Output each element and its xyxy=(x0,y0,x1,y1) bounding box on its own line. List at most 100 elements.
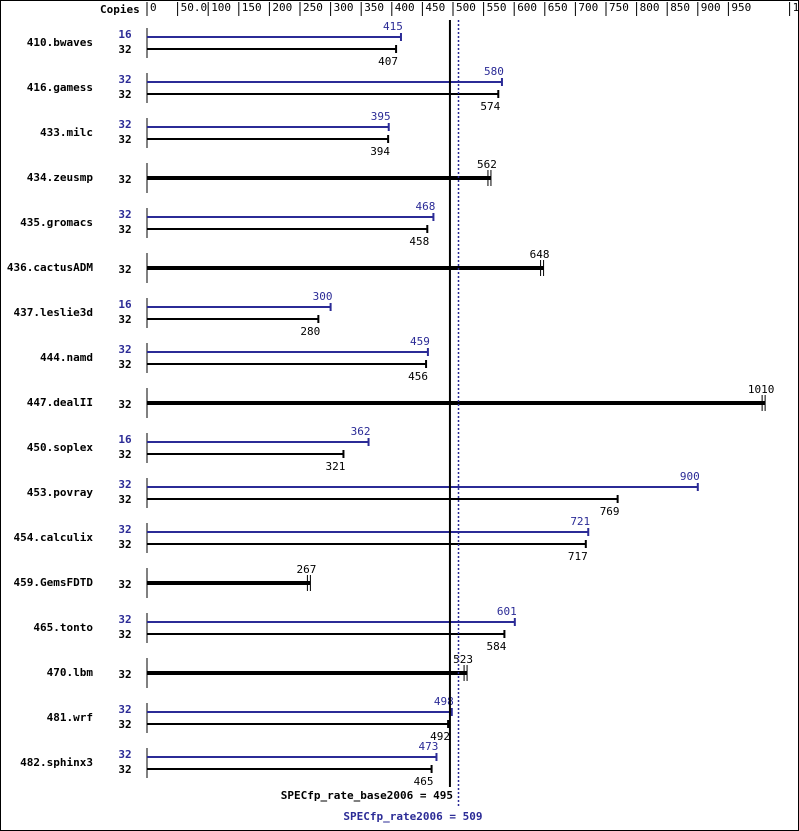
x-tick-label: 0 xyxy=(150,1,157,14)
value-label: 584 xyxy=(486,640,506,653)
x-tick-label: 600 xyxy=(517,1,537,14)
x-tick-label: 450 xyxy=(425,1,445,14)
value-label: 523 xyxy=(453,653,473,666)
x-tick-label: 200 xyxy=(272,1,292,14)
benchmark-name: 433.milc xyxy=(40,126,93,139)
copies: 32 xyxy=(118,718,131,731)
value-label: 648 xyxy=(530,248,550,261)
benchmark-name: 454.calculix xyxy=(14,531,94,544)
x-tick-label: 1050 xyxy=(793,1,799,14)
value-label: 498 xyxy=(434,695,454,708)
x-tick-label: 700 xyxy=(578,1,598,14)
value-label: 394 xyxy=(370,145,390,158)
value-label: 1010 xyxy=(748,383,775,396)
reference-label: SPECfp_rate_base2006 = 495 xyxy=(281,789,453,802)
copies: 32 xyxy=(118,493,131,506)
benchmark-name: 470.lbm xyxy=(47,666,94,679)
value-label: 300 xyxy=(313,290,333,303)
value-label: 601 xyxy=(497,605,517,618)
copies: 32 xyxy=(118,478,131,491)
x-tick-label: 650 xyxy=(548,1,568,14)
copies: 32 xyxy=(118,343,131,356)
x-tick-label: 550 xyxy=(487,1,507,14)
benchmark-name: 447.dealII xyxy=(27,396,93,409)
x-tick-label: 850 xyxy=(670,1,690,14)
value-label: 717 xyxy=(568,550,588,563)
copies: 32 xyxy=(118,73,131,86)
x-axis-label: Copies xyxy=(100,3,140,16)
benchmark-name: 481.wrf xyxy=(47,711,93,724)
value-label: 415 xyxy=(383,20,403,33)
copies: 32 xyxy=(118,173,131,186)
copies: 32 xyxy=(118,263,131,276)
copies: 32 xyxy=(118,628,131,641)
x-tick-label: 750 xyxy=(609,1,629,14)
copies: 32 xyxy=(118,448,131,461)
value-label: 721 xyxy=(570,515,590,528)
copies: 32 xyxy=(118,398,131,411)
copies: 32 xyxy=(118,578,131,591)
value-label: 562 xyxy=(477,158,497,171)
x-tick-label: 150 xyxy=(242,1,262,14)
copies: 32 xyxy=(118,613,131,626)
value-label: 900 xyxy=(680,470,700,483)
copies: 32 xyxy=(118,133,131,146)
value-label: 459 xyxy=(410,335,430,348)
value-label: 465 xyxy=(414,775,434,788)
copies: 32 xyxy=(118,313,131,326)
value-label: 769 xyxy=(600,505,620,518)
copies: 16 xyxy=(118,433,132,446)
x-tick-label: 500 xyxy=(456,1,476,14)
benchmark-name: 482.sphinx3 xyxy=(20,756,93,769)
copies: 32 xyxy=(118,223,131,236)
benchmark-name: 459.GemsFDTD xyxy=(14,576,94,589)
benchmark-name: 434.zeusmp xyxy=(27,171,94,184)
reference-label: SPECfp_rate2006 = 509 xyxy=(343,810,482,823)
x-tick-label: 950 xyxy=(731,1,751,14)
value-label: 362 xyxy=(351,425,371,438)
value-label: 580 xyxy=(484,65,504,78)
value-label: 458 xyxy=(409,235,429,248)
benchmark-name: 453.povray xyxy=(27,486,94,499)
x-tick-label: 50.0 xyxy=(181,1,208,14)
benchmark-name: 444.namd xyxy=(40,351,93,364)
copies: 16 xyxy=(118,298,132,311)
copies: 32 xyxy=(118,43,131,56)
value-label: 267 xyxy=(296,563,316,576)
value-label: 395 xyxy=(371,110,391,123)
value-label: 574 xyxy=(480,100,500,113)
benchmark-name: 435.gromacs xyxy=(20,216,93,229)
copies: 32 xyxy=(118,118,131,131)
benchmark-name: 465.tonto xyxy=(33,621,93,634)
copies: 32 xyxy=(118,668,131,681)
copies: 32 xyxy=(118,523,131,536)
benchmark-name: 437.leslie3d xyxy=(14,306,93,319)
value-label: 492 xyxy=(430,730,450,743)
x-tick-label: 350 xyxy=(364,1,384,14)
copies: 32 xyxy=(118,208,131,221)
copies: 32 xyxy=(118,538,131,551)
benchmark-name: 436.cactusADM xyxy=(7,261,93,274)
copies: 32 xyxy=(118,748,131,761)
benchmark-name: 410.bwaves xyxy=(27,36,93,49)
copies: 32 xyxy=(118,763,131,776)
value-label: 280 xyxy=(300,325,320,338)
copies: 32 xyxy=(118,703,131,716)
value-label: 407 xyxy=(378,55,398,68)
value-label: 321 xyxy=(326,460,346,473)
x-tick-label: 400 xyxy=(395,1,415,14)
value-label: 473 xyxy=(419,740,439,753)
x-tick-label: 100 xyxy=(211,1,231,14)
x-tick-label: 900 xyxy=(701,1,721,14)
benchmark-name: 416.gamess xyxy=(27,81,93,94)
copies: 32 xyxy=(118,358,131,371)
value-label: 468 xyxy=(415,200,435,213)
x-tick-label: 250 xyxy=(303,1,323,14)
copies: 16 xyxy=(118,28,132,41)
benchmark-name: 450.soplex xyxy=(27,441,94,454)
value-label: 456 xyxy=(408,370,428,383)
x-tick-label: 800 xyxy=(640,1,660,14)
